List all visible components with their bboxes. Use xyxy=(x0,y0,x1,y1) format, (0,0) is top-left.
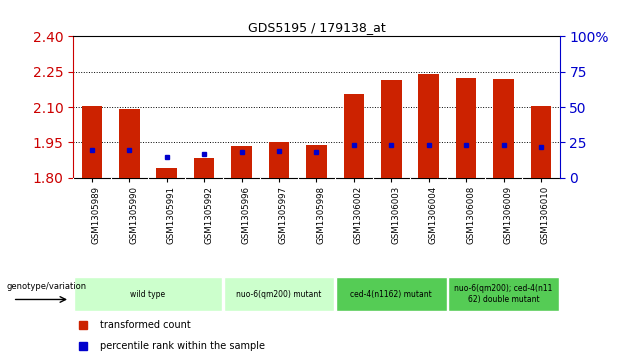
Text: GSM1306004: GSM1306004 xyxy=(429,186,438,244)
Text: ced-4(n1162) mutant: ced-4(n1162) mutant xyxy=(350,290,432,298)
Text: GSM1306002: GSM1306002 xyxy=(354,186,363,244)
Bar xyxy=(74,277,222,311)
Text: GSM1306009: GSM1306009 xyxy=(504,186,513,244)
Text: GSM1305996: GSM1305996 xyxy=(242,186,251,244)
Text: GSM1305992: GSM1305992 xyxy=(204,186,213,244)
Bar xyxy=(448,277,559,311)
Title: GDS5195 / 179138_at: GDS5195 / 179138_at xyxy=(247,21,385,34)
Text: GSM1305998: GSM1305998 xyxy=(317,186,326,244)
Text: nuo-6(qm200) mutant: nuo-6(qm200) mutant xyxy=(237,290,322,298)
Text: GSM1305989: GSM1305989 xyxy=(92,186,101,244)
Bar xyxy=(381,80,401,178)
Text: GSM1305991: GSM1305991 xyxy=(167,186,176,244)
Bar xyxy=(156,168,177,178)
Bar xyxy=(418,74,439,178)
Text: GSM1305990: GSM1305990 xyxy=(129,186,138,244)
Bar xyxy=(494,79,514,178)
Text: transformed count: transformed count xyxy=(100,321,191,330)
Bar xyxy=(456,78,476,178)
Bar xyxy=(232,146,252,178)
Text: percentile rank within the sample: percentile rank within the sample xyxy=(100,341,265,351)
Text: genotype/variation: genotype/variation xyxy=(6,282,86,291)
Text: GSM1306010: GSM1306010 xyxy=(541,186,550,244)
Text: GSM1306008: GSM1306008 xyxy=(466,186,475,244)
Text: wild type: wild type xyxy=(130,290,165,298)
Bar xyxy=(119,110,139,178)
Bar xyxy=(194,158,214,178)
Bar xyxy=(268,143,289,178)
Text: GSM1305997: GSM1305997 xyxy=(279,186,288,244)
Bar xyxy=(224,277,335,311)
Text: GSM1306003: GSM1306003 xyxy=(391,186,400,244)
Text: nuo-6(qm200); ced-4(n11
62) double mutant: nuo-6(qm200); ced-4(n11 62) double mutan… xyxy=(454,284,553,304)
Bar xyxy=(343,94,364,178)
Bar xyxy=(81,106,102,178)
Bar xyxy=(306,145,327,178)
Bar xyxy=(530,106,551,178)
Bar xyxy=(336,277,446,311)
